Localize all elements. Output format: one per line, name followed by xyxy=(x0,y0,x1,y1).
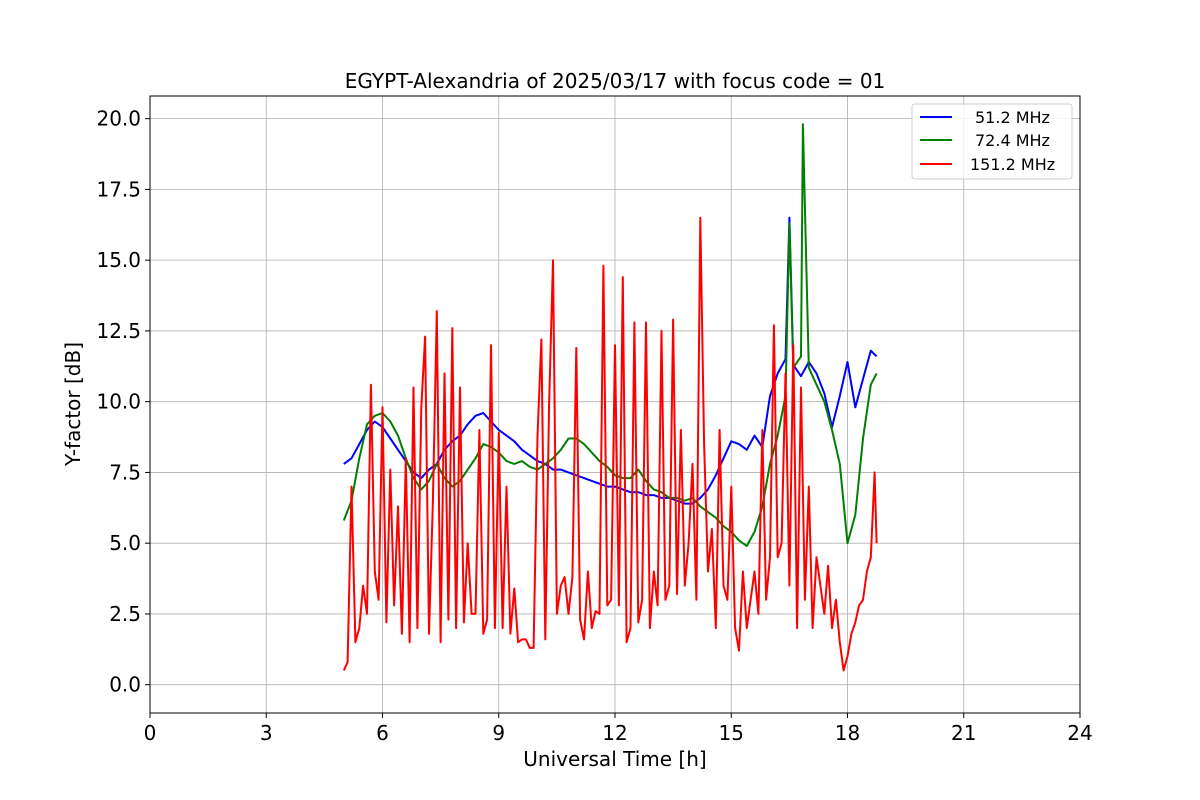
x-tick-label-7: 21 xyxy=(951,721,976,745)
x-tick-label-5: 15 xyxy=(719,721,744,745)
x-tick-label-0: 0 xyxy=(144,721,157,745)
y-tick-label-4: 10.0 xyxy=(96,390,141,414)
y-tick-label-1: 2.5 xyxy=(109,602,141,626)
x-axis-label: Universal Time [h] xyxy=(523,747,706,771)
x-axis-ticks: 0 3 6 9 12 15 18 21 24 xyxy=(144,713,1093,745)
legend: 51.2 MHz 72.4 MHz 151.2 MHz xyxy=(911,103,1073,180)
y-tick-label-0: 0.0 xyxy=(109,673,141,697)
x-tick-label-1: 3 xyxy=(260,721,273,745)
y-tick-label-3: 7.5 xyxy=(109,460,141,484)
x-tick-label-2: 6 xyxy=(376,721,389,745)
plot-series xyxy=(342,123,878,672)
y-tick-label-7: 17.5 xyxy=(96,177,141,201)
series-line-72-4-mhz xyxy=(342,123,878,547)
legend-label-151mhz: 151.2 MHz xyxy=(970,155,1055,174)
y-axis-label: Y-factor [dB] xyxy=(61,342,85,467)
y-tick-label-5: 12.5 xyxy=(96,319,141,343)
legend-box xyxy=(911,103,1073,180)
chart-title: EGYPT-Alexandria of 2025/03/17 with focu… xyxy=(345,69,886,93)
x-tick-label-4: 12 xyxy=(602,721,627,745)
y-tick-label-2: 5.0 xyxy=(109,531,141,555)
legend-label-72mhz: 72.4 MHz xyxy=(975,131,1050,150)
x-tick-label-8: 24 xyxy=(1067,721,1092,745)
x-tick-label-6: 18 xyxy=(835,721,860,745)
series-line-151-2-mhz xyxy=(342,216,878,672)
y-axis-ticks: 0.0 2.5 5.0 7.5 10.0 12.5 15.0 17.5 20.0 xyxy=(96,107,150,697)
y-tick-label-8: 20.0 xyxy=(96,107,141,131)
y-tick-label-6: 15.0 xyxy=(96,248,141,272)
legend-label-51mhz: 51.2 MHz xyxy=(975,108,1050,127)
x-tick-label-3: 9 xyxy=(492,721,505,745)
